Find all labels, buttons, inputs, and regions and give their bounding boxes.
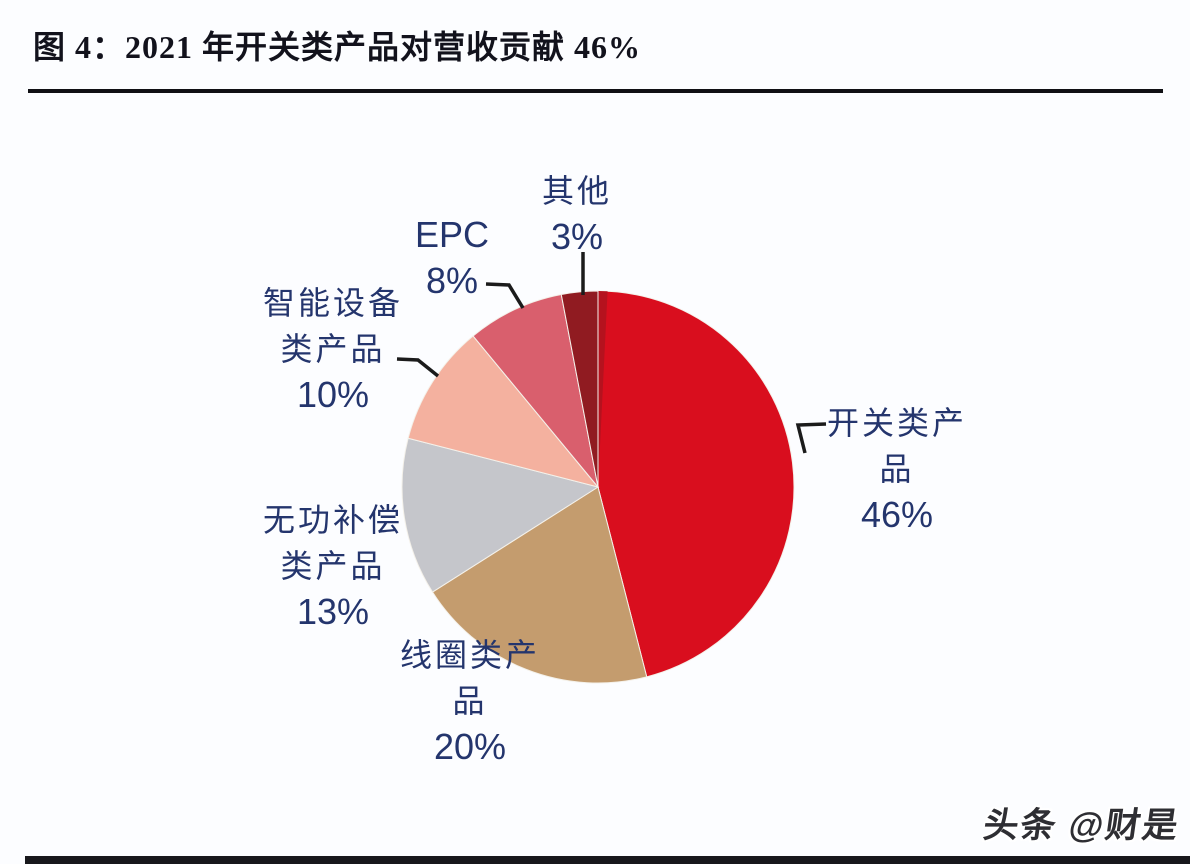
slice-label-line: 3% bbox=[550, 216, 604, 257]
pie-slice-其他 bbox=[560, 290, 599, 488]
watermark: 头条 @财是 bbox=[980, 806, 1183, 845]
slice-label-line: 类产品 bbox=[280, 331, 386, 367]
slice-label-其他: 其他 3% bbox=[457, 168, 697, 260]
slice-label-line: 10% bbox=[296, 374, 370, 415]
slice-label-EPC: EPC 8% bbox=[332, 212, 572, 304]
slice-label-line: 13% bbox=[296, 591, 370, 632]
slice-label-line: 线圈类产 bbox=[399, 637, 540, 673]
pie-slice-智能设备类产品 bbox=[407, 335, 600, 488]
slice-label-line: 类产品 bbox=[280, 548, 386, 584]
title-divider bbox=[28, 89, 1163, 93]
slice-label-line: 无功补偿 bbox=[262, 502, 403, 538]
figure-title: 图 4：2021 年开关类产品对营收贡献 46% bbox=[33, 29, 642, 65]
slice-label-line: 品 bbox=[879, 451, 915, 487]
slice-label-无功补偿类产品: 无功补偿类产品 13% bbox=[213, 497, 453, 635]
pie-slice-开关类产品 bbox=[597, 290, 795, 678]
slice-label-开关类产品: 开关类产品 46% bbox=[777, 400, 1017, 538]
pie-slice-无功补偿类产品 bbox=[401, 437, 600, 593]
pie-slice-EPC bbox=[472, 293, 599, 488]
slice-label-智能设备类产品: 智能设备类产品 10% bbox=[213, 280, 453, 418]
slice-label-line: 智能设备 bbox=[262, 285, 403, 321]
bottom-bar bbox=[25, 856, 1190, 864]
slice-label-line: 8% bbox=[425, 260, 479, 301]
slice-label-line: 其他 bbox=[541, 173, 612, 209]
pie-slice-线圈类产品 bbox=[431, 486, 648, 684]
leader-line-智能设备类产品 bbox=[396, 357, 440, 378]
slice-label-线圈类产品: 线圈类产品 20% bbox=[350, 632, 590, 770]
slice-label-line: 品 bbox=[452, 683, 488, 719]
slice-label-line: 开关类产 bbox=[826, 405, 967, 441]
leader-line-开关类产品 bbox=[795, 422, 827, 454]
pie-slice-shade bbox=[598, 291, 608, 487]
slice-label-line: EPC bbox=[414, 214, 490, 255]
leader-line-EPC bbox=[485, 282, 525, 309]
slice-label-line: 46% bbox=[860, 494, 934, 535]
slice-label-line: 20% bbox=[433, 726, 507, 767]
